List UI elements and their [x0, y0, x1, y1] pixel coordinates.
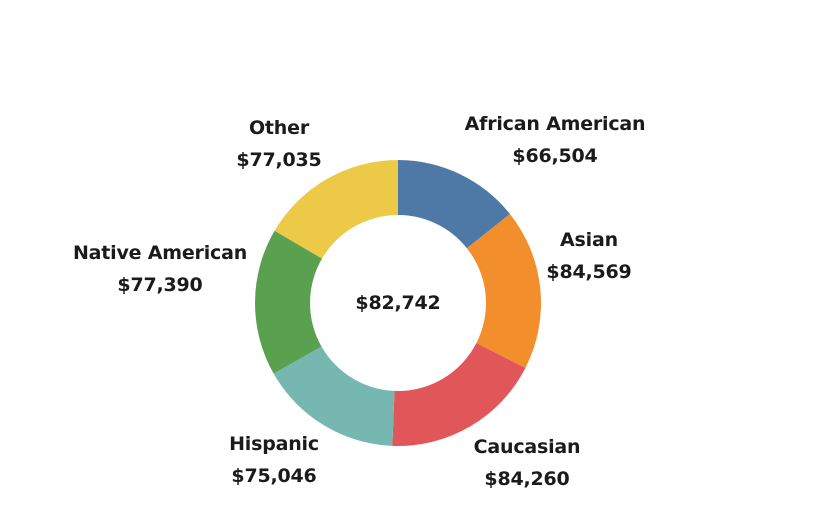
slice-value: $84,569 — [546, 261, 632, 283]
label-other: Other $77,035 — [236, 112, 321, 176]
label-caucasian: Caucasian $84,260 — [474, 431, 581, 495]
donut-slice-hispanic[interactable] — [273, 346, 395, 446]
slice-value: $84,260 — [484, 468, 570, 490]
center-total-label: $82,742 — [355, 292, 441, 314]
slice-name: Asian — [560, 229, 618, 251]
donut-slice-african-american[interactable] — [398, 160, 510, 249]
label-african-american: African American $66,504 — [465, 108, 646, 172]
donut-slice-caucasian[interactable] — [392, 342, 526, 446]
slice-name: Caucasian — [473, 436, 581, 458]
slice-name: Native American — [72, 242, 248, 264]
donut-slice-other[interactable] — [274, 160, 398, 259]
slice-name: Hispanic — [229, 433, 319, 455]
slice-value: $75,046 — [231, 465, 317, 487]
donut-slice-native-american[interactable] — [254, 230, 323, 374]
label-asian: Asian $84,569 — [546, 224, 631, 288]
label-hispanic: Hispanic $75,046 — [229, 428, 319, 492]
slice-name: African American — [464, 113, 646, 135]
slice-value: $66,504 — [512, 145, 598, 167]
label-native-american: Native American $77,390 — [73, 237, 247, 301]
slice-value: $77,035 — [236, 149, 322, 171]
slice-value: $77,390 — [117, 274, 203, 296]
donut-slice-asian[interactable] — [466, 213, 541, 368]
slice-name: Other — [248, 117, 310, 139]
